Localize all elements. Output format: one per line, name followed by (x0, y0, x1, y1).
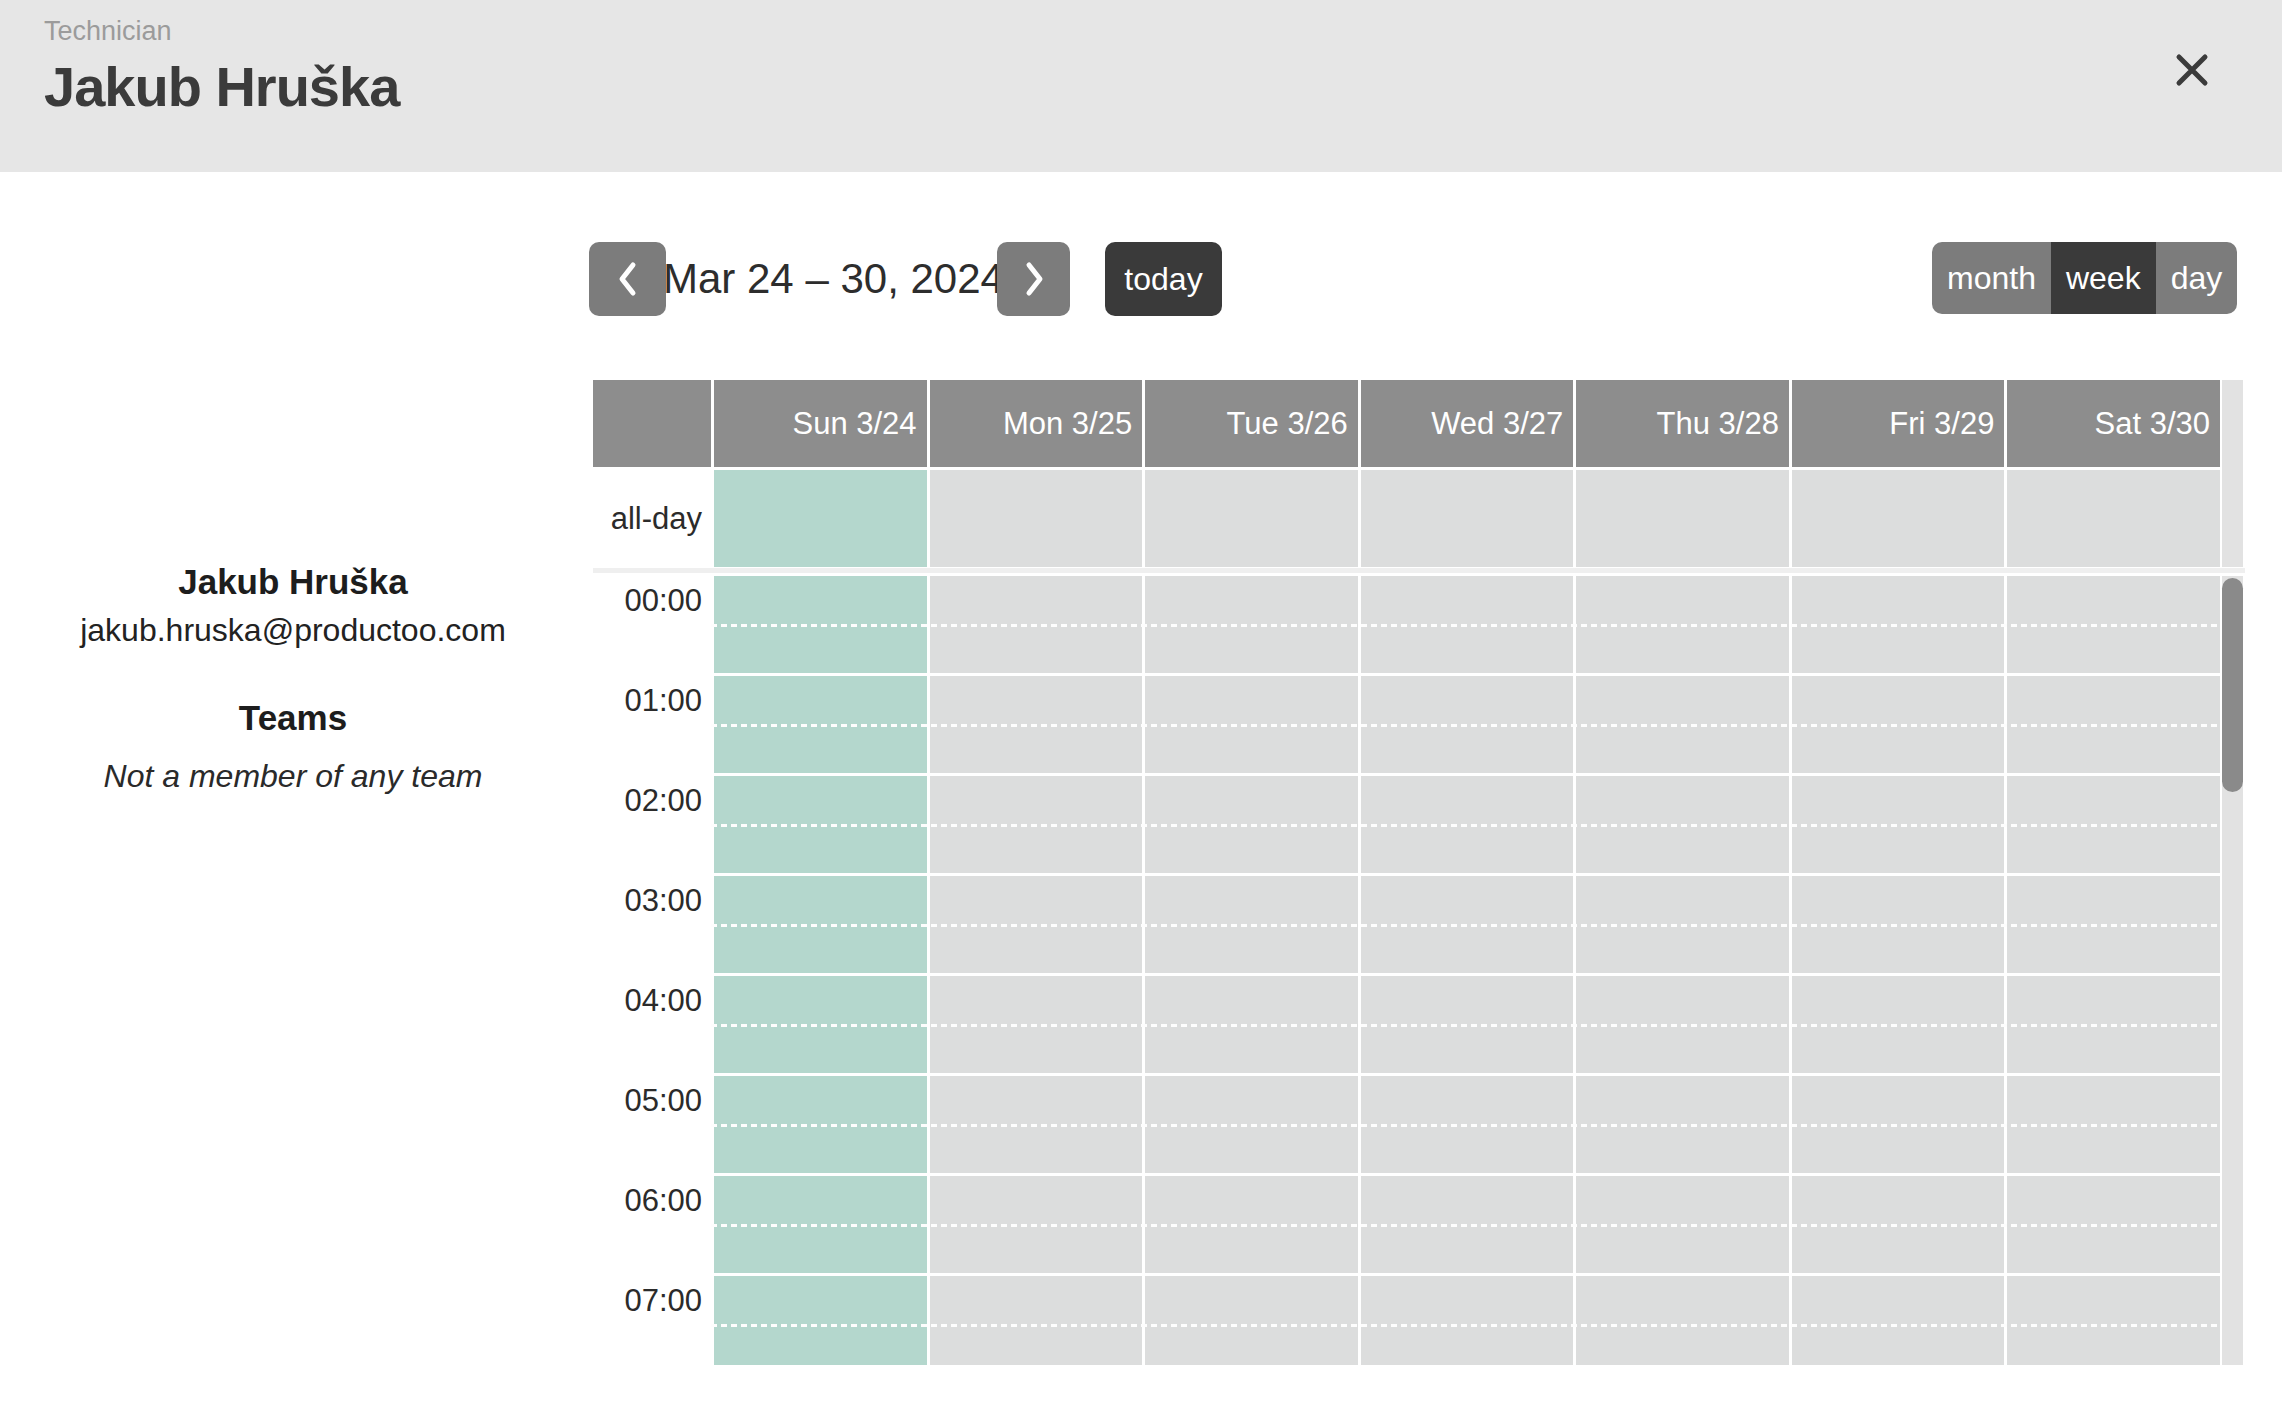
time-cell-07:00-day6[interactable] (2004, 1276, 2220, 1365)
half-hour-line (711, 1324, 2220, 1327)
hour-row-04:00: 04:00 (593, 976, 2245, 1076)
hour-row-06:00: 06:00 (593, 1176, 2245, 1276)
hour-row-01:00: 01:00 (593, 676, 2245, 776)
next-week-button[interactable] (997, 242, 1070, 316)
half-hour-line (711, 924, 2220, 927)
teams-note: Not a member of any team (0, 758, 586, 795)
time-label-02:00: 02:00 (593, 776, 711, 876)
scrollbar-track-top (2222, 380, 2243, 567)
all-day-cell-day4[interactable] (1573, 470, 1789, 567)
view-month-button[interactable]: month (1932, 242, 2051, 314)
teams-heading: Teams (0, 698, 586, 738)
view-switcher: monthweekday (1932, 242, 2237, 314)
hour-row-00:00: 00:00 (593, 576, 2245, 676)
time-label-01:00: 01:00 (593, 676, 711, 776)
time-label-00:00: 00:00 (593, 576, 711, 676)
all-day-cell-day6[interactable] (2004, 470, 2220, 567)
today-button[interactable]: today (1105, 242, 1222, 316)
day-header-4: Thu 3/28 (1573, 380, 1789, 467)
half-hour-line (711, 1124, 2220, 1127)
profile-name: Jakub Hruška (0, 562, 586, 602)
page-title: Jakub Hruška (44, 54, 399, 119)
time-cell-07:00-day3[interactable] (1358, 1276, 1574, 1365)
prev-week-button[interactable] (589, 242, 666, 316)
time-label-07:00: 07:00 (593, 1276, 711, 1365)
day-header-1: Mon 3/25 (927, 380, 1143, 467)
time-cell-07:00-day4[interactable] (1573, 1276, 1789, 1365)
chevron-right-icon (1020, 257, 1048, 301)
time-cell-07:00-day5[interactable] (1789, 1276, 2005, 1365)
hour-row-05:00: 05:00 (593, 1076, 2245, 1176)
day-header-3: Wed 3/27 (1358, 380, 1574, 467)
time-label-03:00: 03:00 (593, 876, 711, 976)
all-day-cell-day0[interactable] (711, 470, 927, 567)
half-hour-line (711, 824, 2220, 827)
day-header-6: Sat 3/30 (2004, 380, 2220, 467)
time-cell-07:00-day2[interactable] (1142, 1276, 1358, 1365)
half-hour-line (711, 724, 2220, 727)
day-header-2: Tue 3/26 (1142, 380, 1358, 467)
time-cell-07:00-day1[interactable] (927, 1276, 1143, 1365)
day-header-5: Fri 3/29 (1789, 380, 2005, 467)
time-grid: 00:0001:0002:0003:0004:0005:0006:0007:00 (593, 576, 2245, 1365)
subtitle-label: Technician (44, 16, 172, 47)
technician-detail-page: Technician Jakub Hruška Jakub Hruška jak… (0, 0, 2282, 1416)
profile-sidebar: Jakub Hruška jakub.hruska@productoo.com … (0, 172, 586, 1416)
half-hour-line (711, 1024, 2220, 1027)
close-icon (2173, 51, 2211, 89)
all-day-row: all-day (593, 470, 2245, 567)
hour-row-02:00: 02:00 (593, 776, 2245, 876)
time-label-06:00: 06:00 (593, 1176, 711, 1276)
hour-row-07:00: 07:00 (593, 1276, 2245, 1365)
time-label-05:00: 05:00 (593, 1076, 711, 1176)
all-day-cell-day2[interactable] (1142, 470, 1358, 567)
chevron-left-icon (614, 257, 642, 301)
hour-row-03:00: 03:00 (593, 876, 2245, 976)
all-day-label: all-day (593, 470, 711, 567)
day-header-row: Sun 3/24Mon 3/25Tue 3/26Wed 3/27Thu 3/28… (593, 380, 2245, 467)
modal-header: Technician Jakub Hruška (0, 0, 2282, 172)
calendar-title: Mar 24 – 30, 2024 (663, 242, 999, 316)
time-label-04:00: 04:00 (593, 976, 711, 1076)
half-hour-line (711, 1224, 2220, 1227)
all-day-cell-day5[interactable] (1789, 470, 2005, 567)
view-week-button[interactable]: week (2051, 242, 2156, 314)
day-header-0: Sun 3/24 (711, 380, 927, 467)
calendar: Sun 3/24Mon 3/25Tue 3/26Wed 3/27Thu 3/28… (593, 380, 2245, 1365)
view-day-button[interactable]: day (2156, 242, 2238, 314)
half-hour-line (711, 624, 2220, 627)
close-button[interactable] (2162, 40, 2222, 100)
divider-line (593, 568, 2245, 573)
header-gutter-cell (593, 380, 711, 467)
profile-email: jakub.hruska@productoo.com (0, 612, 586, 649)
time-cell-07:00-day0[interactable] (711, 1276, 927, 1365)
all-day-cell-day1[interactable] (927, 470, 1143, 567)
scrollbar-thumb[interactable] (2222, 578, 2243, 792)
all-day-cell-day3[interactable] (1358, 470, 1574, 567)
all-day-divider (593, 567, 2245, 576)
